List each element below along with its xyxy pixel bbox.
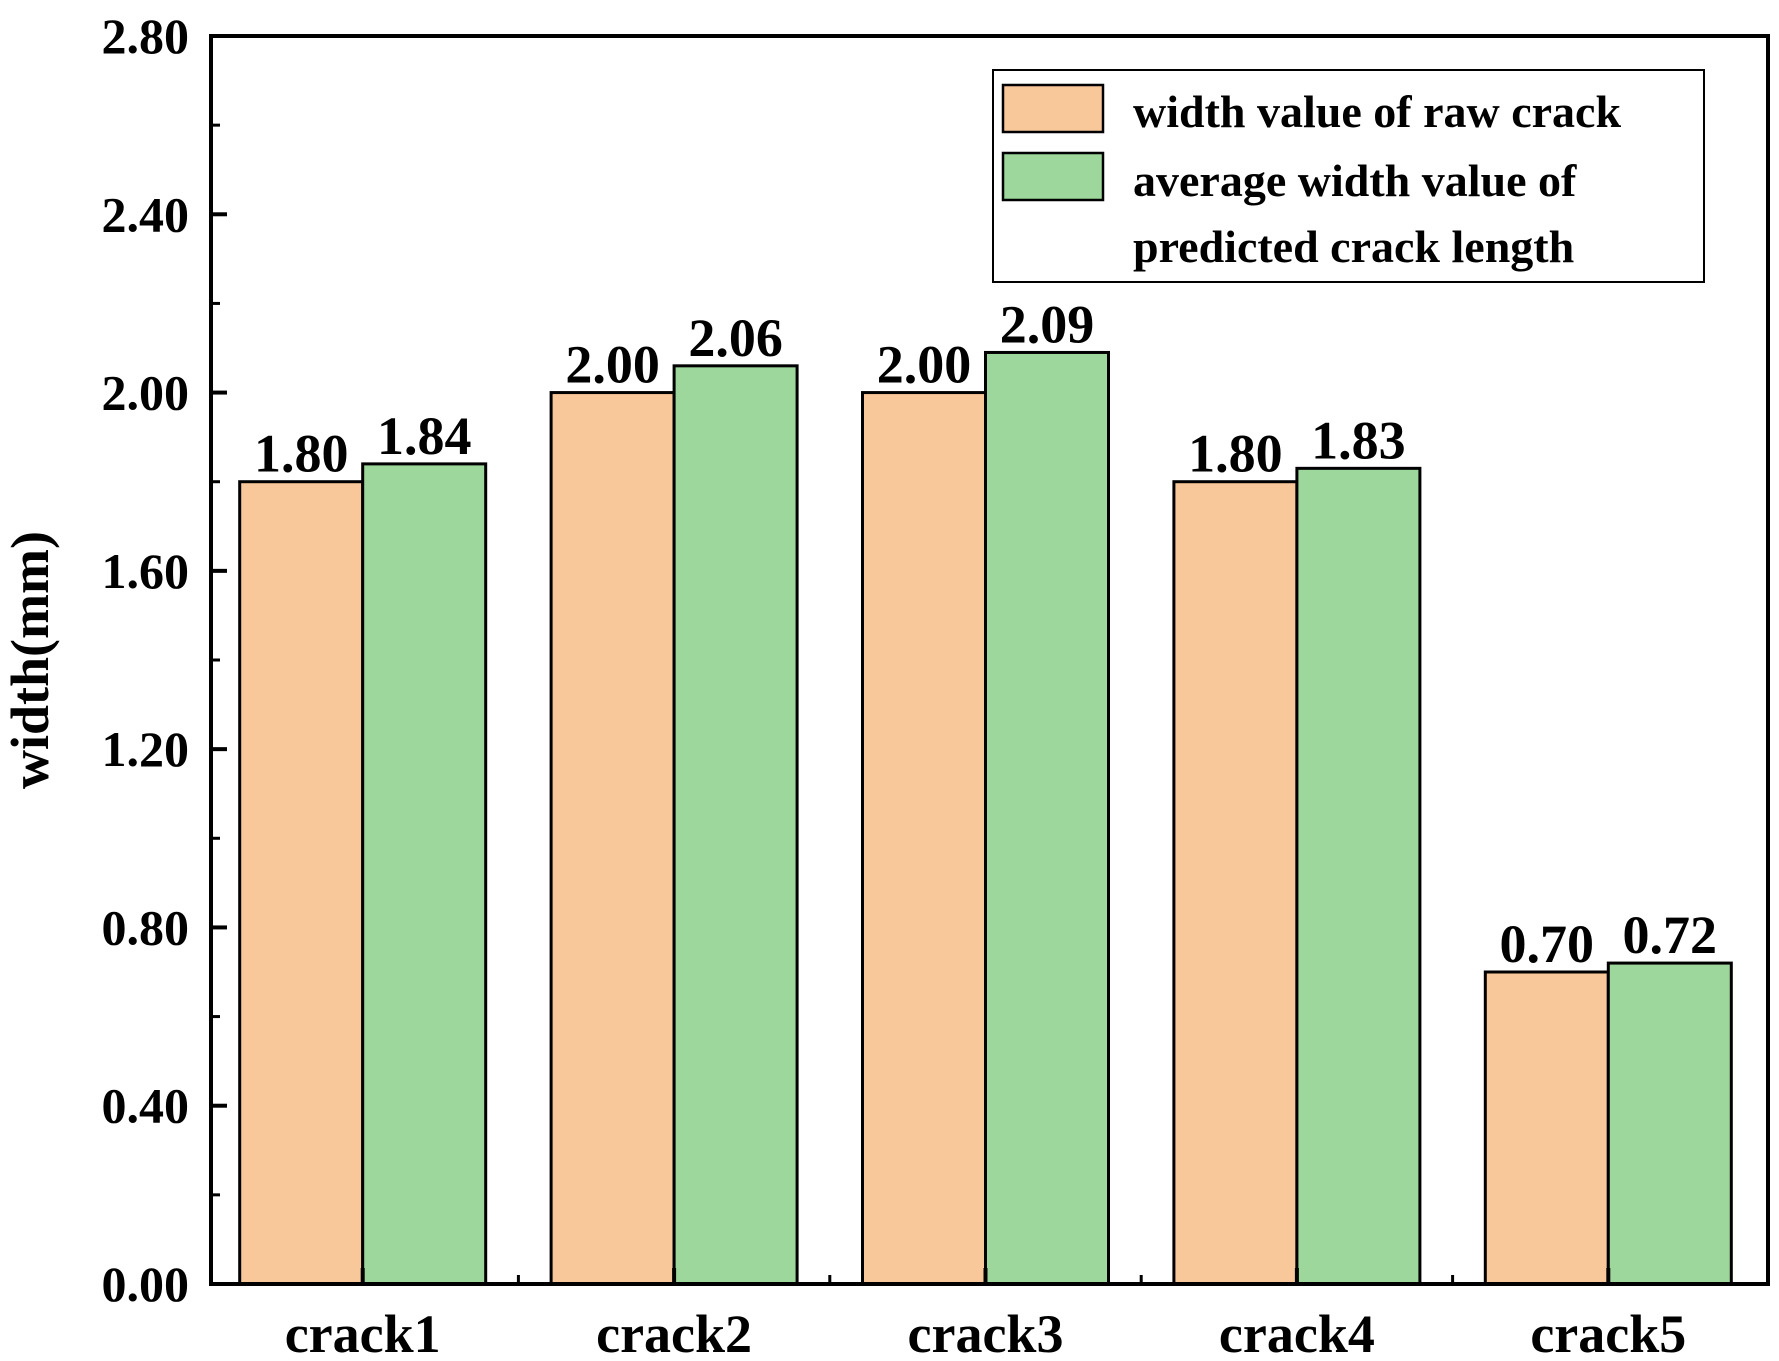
- data-labels-layer: 1.80 1.84 2.00 2.06 2.00 2.09 1.80 1.83 0.70 0.72: [254, 294, 1717, 974]
- y-axis-title: width(mm): [0, 531, 60, 789]
- y-tick-label-2.80: 2.80: [102, 8, 190, 64]
- x-tick-label-crack3: crack3: [908, 1304, 1064, 1361]
- data-label-crack3-series-0: 2.00: [877, 335, 972, 395]
- bar-crack1-series-1: [361, 462, 488, 1286]
- bars-layer: [238, 350, 1733, 1286]
- y-tick-label-0.40: 0.40: [102, 1078, 190, 1134]
- data-label-crack1-series-1: 1.84: [377, 406, 472, 466]
- data-label-crack2-series-1: 2.06: [688, 308, 783, 368]
- data-label-crack5-series-0: 0.70: [1500, 914, 1595, 974]
- bar-crack3-series-1: [984, 350, 1110, 1286]
- y-tick-label-2.40: 2.40: [102, 186, 190, 242]
- data-label-crack5-series-1: 0.72: [1623, 905, 1718, 965]
- bar-crack3-series-0: [861, 391, 987, 1286]
- legend-label-raw: width value of raw crack: [1133, 86, 1621, 137]
- legend-label-predicted-line1: average width value of: [1133, 155, 1577, 206]
- y-tick-label-0.00: 0.00: [102, 1256, 190, 1312]
- bar-crack5-series-0: [1483, 970, 1610, 1286]
- legend-label-predicted-line2: predicted crack length: [1133, 221, 1574, 272]
- bar-crack2-series-0: [549, 391, 676, 1286]
- legend: width value of raw crack average width v…: [992, 69, 1705, 283]
- data-label-crack4-series-0: 1.80: [1188, 424, 1283, 484]
- data-label-crack4-series-1: 1.83: [1311, 410, 1406, 470]
- bar-crack5-series-1: [1606, 961, 1733, 1286]
- x-tick-label-crack2: crack2: [596, 1304, 752, 1361]
- bar-crack2-series-1: [672, 364, 799, 1286]
- data-label-crack2-series-0: 2.00: [565, 335, 660, 395]
- legend-box: [992, 69, 1705, 283]
- x-tick-label-crack5: crack5: [1530, 1304, 1686, 1361]
- legend-swatch-predicted: [1001, 151, 1105, 202]
- legend-swatch-raw: [1001, 83, 1105, 134]
- data-label-crack3-series-1: 2.09: [1000, 294, 1095, 354]
- bar-crack1-series-0: [238, 480, 365, 1286]
- y-tick-label-2.00: 2.00: [102, 365, 190, 421]
- x-tick-label-crack4: crack4: [1219, 1304, 1375, 1361]
- axes-layer: crack1 crack2 crack3 crack4 crack5 0.00 0.40 0.…: [102, 8, 1687, 1361]
- y-tick-label-1.20: 1.20: [102, 721, 190, 777]
- data-label-crack1-series-0: 1.80: [254, 424, 349, 484]
- y-tick-label-0.80: 0.80: [102, 899, 190, 955]
- x-tick-label-crack1: crack1: [285, 1304, 441, 1361]
- bar-crack4-series-0: [1172, 480, 1299, 1286]
- bar-crack4-series-1: [1295, 466, 1422, 1286]
- y-tick-label-1.60: 1.60: [102, 543, 190, 599]
